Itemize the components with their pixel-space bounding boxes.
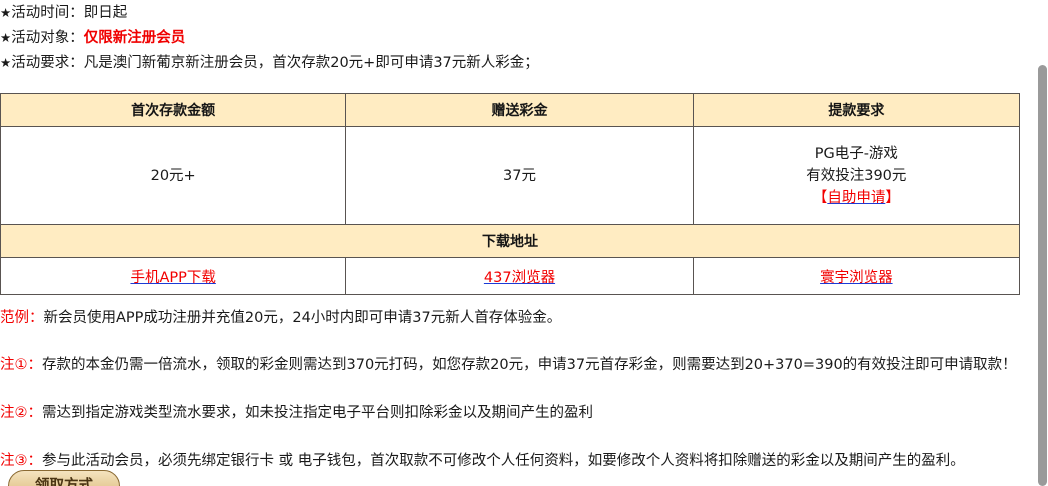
note-text-example: 新会员使用APP成功注册并充值20元，24小时内即可申请37元新人首存体验金。 (43, 310, 562, 326)
intro-label-activity-target: 活动对象： (11, 30, 84, 46)
column-header-deposit: 首次存款金额 (0, 93, 347, 127)
table-header-row: 首次存款金额 赠送彩金 提款要求 (0, 93, 1021, 127)
note-tag-2: 注②： (0, 405, 42, 421)
notes-section: 范例：新会员使用APP成功注册并充值20元，24小时内即可申请37元新人首存体验… (0, 295, 1038, 485)
intro-value-activity-requirement: 凡是澳门新葡京新注册会员，首次存款20元+即可申请37元新人彩金； (83, 55, 539, 71)
column-header-withdraw-requirement: 提款要求 (692, 93, 1021, 127)
note-row-3: 注③：参与此活动会员，必须先绑定银行卡 或 电子钱包，首次取款不可修改个人任何资… (0, 437, 1038, 485)
note-row-example: 范例：新会员使用APP成功注册并充值20元，24小时内即可申请37元新人首存体验… (0, 295, 1038, 341)
intro-line-activity-time: ★活动时间：即日起 (0, 0, 1038, 25)
intro-value-activity-target: 仅限新注册会员 (83, 30, 186, 46)
requirement-turnover: 有效投注390元 (806, 167, 907, 184)
download-links-row: 手机APP下载 437浏览器 寰宇浏览器 (0, 257, 1021, 295)
star-icon: ★ (0, 55, 12, 70)
cell-download-huanyu-browser: 寰宇浏览器 (692, 257, 1021, 295)
self-apply-link[interactable]: 自助申请 (827, 189, 886, 206)
star-icon: ★ (0, 30, 12, 45)
download-link-huanyu-browser[interactable]: 寰宇浏览器 (820, 269, 893, 286)
bracket-open: 【 (812, 189, 828, 206)
intro-value-activity-time: 即日起 (83, 5, 128, 21)
download-link-mobile-app[interactable]: 手机APP下载 (130, 269, 216, 286)
note-tag-1: 注①： (0, 357, 42, 373)
download-section-header: 下载地址 (0, 224, 1020, 258)
cell-download-app: 手机APP下载 (0, 257, 347, 295)
intro-line-activity-requirement: ★活动要求：凡是澳门新葡京新注册会员，首次存款20元+即可申请37元新人彩金； (0, 50, 1038, 75)
download-header-row: 下载地址 (0, 224, 1020, 258)
intro-label-activity-requirement: 活动要求： (11, 55, 84, 71)
requirement-game-type: PG电子-游戏 (814, 145, 898, 162)
download-link-437-browser[interactable]: 437浏览器 (483, 269, 556, 286)
note-row-1: 注①：存款的本金仍需一倍流水，领取的彩金则需达到370元打码，如您存款20元，申… (0, 341, 1038, 389)
note-text-1: 存款的本金仍需一倍流水，领取的彩金则需达到370元打码，如您存款20元，申请37… (42, 357, 1017, 373)
intro-label-activity-time: 活动时间： (11, 5, 84, 21)
star-icon: ★ (0, 5, 12, 20)
cell-download-437-browser: 437浏览器 (345, 257, 694, 295)
column-header-bonus: 赠送彩金 (345, 93, 694, 127)
intro-spacer (0, 75, 1038, 93)
claim-button-wrapper: 领取方式 (8, 470, 120, 486)
note-tag-example: 范例： (0, 310, 44, 326)
intro-section: ★活动时间：即日起 ★活动对象：仅限新注册会员 ★活动要求：凡是澳门新葡京新注册… (0, 0, 1038, 93)
vertical-scrollbar[interactable] (1037, 0, 1048, 486)
intro-line-activity-target: ★活动对象：仅限新注册会员 (0, 25, 1038, 50)
bracket-close: 】 (885, 189, 900, 206)
promo-table: 首次存款金额 赠送彩金 提款要求 20元+ 37元 PG电子-游戏 有效投注39… (0, 93, 1021, 295)
cell-deposit-amount: 20元+ (0, 126, 347, 225)
note-text-3: 参与此活动会员，必须先绑定银行卡 或 电子钱包，首次取款不可修改个人任何资料，如… (42, 453, 965, 469)
cell-withdraw-requirement: PG电子-游戏 有效投注390元 【自助申请】 (692, 126, 1021, 225)
requirement-apply-wrapper: 【自助申请】 (694, 187, 1019, 209)
note-row-2: 注②：需达到指定游戏类型流水要求，如未投注指定电子平台则扣除彩金以及期间产生的盈… (0, 389, 1038, 437)
table-row: 20元+ 37元 PG电子-游戏 有效投注390元 【自助申请】 (0, 126, 1021, 225)
scrollbar-thumb[interactable] (1038, 65, 1047, 486)
claim-method-button[interactable]: 领取方式 (8, 470, 120, 486)
cell-bonus-amount: 37元 (345, 126, 694, 225)
note-text-2: 需达到指定游戏类型流水要求，如未投注指定电子平台则扣除彩金以及期间产生的盈利 (42, 405, 593, 421)
note-tag-3: 注③： (0, 453, 42, 469)
